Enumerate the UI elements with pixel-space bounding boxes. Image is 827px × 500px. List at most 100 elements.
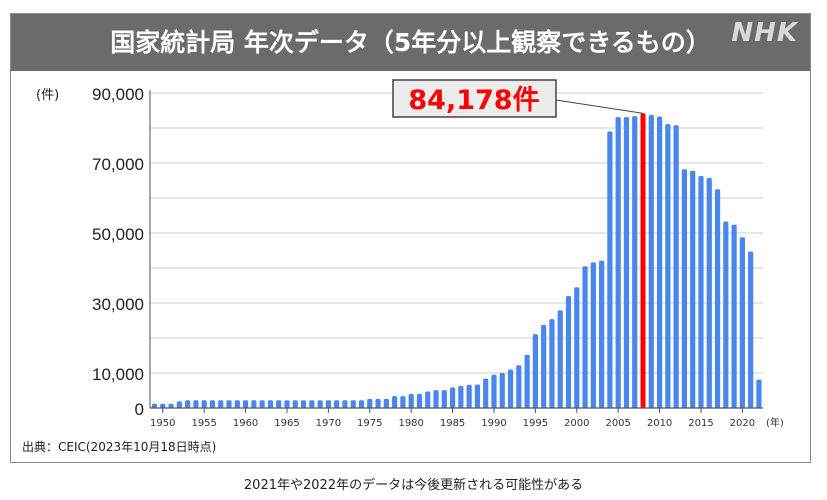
x-tick-label: 2015	[688, 418, 713, 429]
bar	[408, 394, 414, 408]
bar	[226, 400, 232, 408]
x-axis-unit: (年)	[766, 416, 784, 429]
bar	[416, 394, 423, 408]
bar	[383, 398, 389, 408]
bar	[168, 403, 174, 408]
bar	[375, 398, 381, 408]
bar	[507, 369, 514, 408]
bar	[251, 400, 257, 408]
nhk-logo: NHK	[731, 18, 798, 48]
bar	[193, 400, 199, 408]
bar	[441, 390, 447, 408]
caption: 2021年や2022年のデータは今後更新される可能性がある	[243, 478, 584, 493]
bar	[334, 400, 340, 408]
bar	[392, 396, 398, 408]
y-tick-label: 10,000	[92, 365, 144, 384]
callout-leader	[555, 99, 644, 114]
x-tick-label: 1990	[481, 418, 506, 429]
bar	[623, 117, 630, 409]
bar	[218, 400, 224, 408]
bar	[756, 379, 762, 408]
x-tick-label: 1950	[150, 418, 175, 429]
bar	[590, 262, 596, 408]
callout-box	[392, 79, 557, 118]
bar	[524, 354, 530, 408]
x-tick-label: 2010	[647, 418, 672, 429]
bar	[748, 251, 754, 408]
bar	[739, 237, 745, 408]
bar	[449, 387, 456, 408]
bar	[541, 325, 547, 408]
bar	[632, 116, 638, 408]
callout-label: 84,178件	[408, 85, 539, 116]
y-axis-unit: (件)	[36, 88, 59, 103]
bar	[574, 287, 580, 408]
bar	[317, 400, 323, 408]
y-tick-label: 50,000	[92, 225, 144, 244]
x-tick-label: 1995	[523, 418, 548, 429]
bar	[350, 400, 356, 408]
bar	[276, 400, 282, 408]
highlight-bar	[640, 113, 646, 408]
x-tick-label: 1975	[357, 418, 382, 429]
bar	[300, 400, 307, 408]
bar	[483, 378, 489, 408]
bar	[176, 401, 182, 408]
bar	[425, 391, 431, 408]
chart-title: 国家統計局 年次データ（5年分以上観察できるもの）	[110, 28, 711, 57]
y-tick-label: 30,000	[92, 295, 144, 314]
bar	[284, 400, 290, 408]
bar	[342, 400, 348, 408]
bar	[690, 170, 696, 408]
bar	[325, 400, 331, 408]
bar	[532, 334, 538, 408]
x-tick-label: 1980	[398, 418, 423, 429]
x-tick-label: 2020	[730, 418, 755, 429]
bar	[673, 125, 679, 408]
bar	[466, 384, 472, 408]
bar	[358, 400, 365, 408]
bar	[549, 319, 555, 408]
bar	[151, 403, 158, 408]
bar	[565, 296, 572, 408]
bar	[731, 224, 737, 408]
bar	[499, 373, 505, 408]
bar	[557, 310, 563, 408]
bar	[234, 400, 240, 408]
bar	[267, 400, 274, 408]
x-tick-label: 2000	[564, 418, 589, 429]
x-tick-label: 1955	[191, 418, 216, 429]
bar	[259, 400, 265, 408]
bar	[723, 221, 729, 408]
bar	[209, 400, 216, 408]
bar	[309, 400, 315, 408]
bar	[681, 169, 688, 408]
bar	[160, 403, 166, 408]
y-tick-label: 0	[135, 400, 144, 419]
bar	[714, 189, 721, 408]
source-note: 出典：CEIC(2023年10月18日時点)	[22, 440, 217, 454]
bar	[185, 400, 191, 408]
bar	[201, 400, 207, 408]
bar	[292, 400, 298, 408]
bar	[367, 398, 373, 408]
bar	[491, 374, 497, 408]
bar	[706, 178, 712, 408]
bar	[458, 385, 464, 408]
x-tick-label: 2005	[605, 418, 630, 429]
bar	[400, 396, 406, 408]
bar	[582, 266, 588, 408]
y-tick-label: 90,000	[92, 85, 144, 104]
bar	[615, 117, 621, 409]
x-tick-label: 1970	[316, 418, 341, 429]
bar	[698, 175, 704, 408]
bar	[242, 400, 249, 408]
bar	[607, 131, 613, 408]
bar	[648, 115, 654, 409]
bar	[474, 384, 481, 408]
y-tick-label: 70,000	[92, 155, 144, 174]
bar	[665, 124, 671, 409]
x-tick-label: 1960	[233, 418, 258, 429]
x-tick-label: 1965	[274, 418, 299, 429]
